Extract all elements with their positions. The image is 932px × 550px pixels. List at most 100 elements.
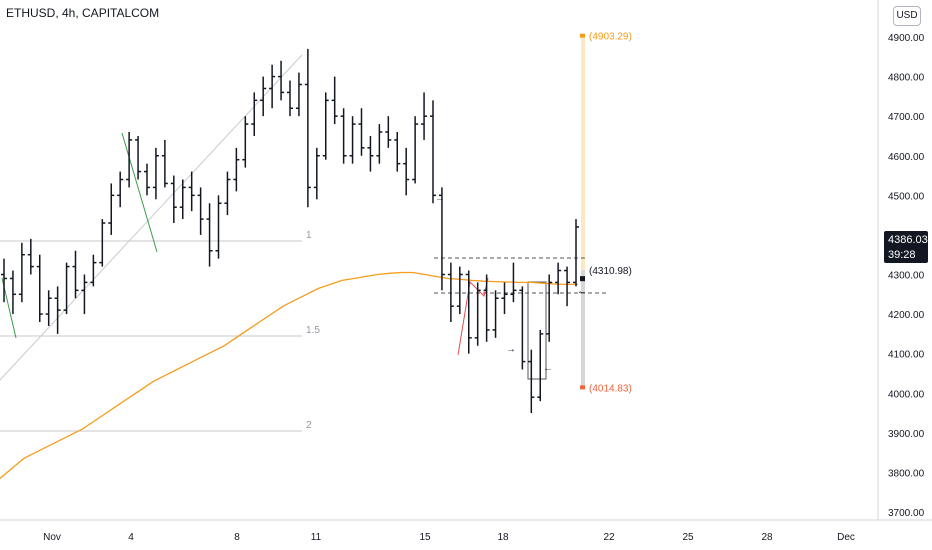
time-tick-label: 15 <box>419 532 431 543</box>
ohlc-bar <box>295 72 302 117</box>
ohlc-bar <box>197 187 204 235</box>
ohlc-bar <box>54 286 61 334</box>
level-label-entry: (4310.98) <box>589 266 632 277</box>
price-tick-label: 4200.00 <box>888 310 925 321</box>
ohlc-bar <box>313 147 320 200</box>
ohlc-bar <box>117 171 124 208</box>
ohlc-bar <box>447 262 454 322</box>
price-tick-label: 4700.00 <box>888 112 925 123</box>
target-down-marker <box>580 385 585 390</box>
signal-arrow-icon: → <box>435 193 445 204</box>
ohlc-bar <box>430 100 436 204</box>
ohlc-bar <box>126 132 133 188</box>
fib-level-label: 1 <box>306 230 312 241</box>
ohlc-bar <box>474 282 481 346</box>
ohlc-bar <box>322 92 329 160</box>
ohlc-bar <box>251 92 258 136</box>
ohlc-bar <box>278 60 285 101</box>
ohlc-bar <box>135 135 142 180</box>
fib-level-label: 2 <box>306 420 312 431</box>
ohlc-bar <box>18 242 25 303</box>
ohlc-bar <box>161 139 168 188</box>
price-tick-label: 4600.00 <box>888 152 925 163</box>
ohlc-bar <box>36 254 43 322</box>
ohlc-bar <box>456 266 463 315</box>
time-tick-label: 11 <box>311 532 322 543</box>
ohlc-bar <box>564 266 571 307</box>
ohlc-bar <box>260 76 267 117</box>
last-price-label: 4386.03 <box>888 234 928 246</box>
pattern-line <box>457 277 489 356</box>
ohlc-bar <box>224 171 231 216</box>
price-tick-label: 4900.00 <box>888 33 925 44</box>
price-tick-label: 4300.00 <box>888 271 925 282</box>
ohlc-bar <box>331 76 338 125</box>
ohlc-bar <box>358 108 365 156</box>
ohlc-bar <box>72 250 79 299</box>
ohlc-bar <box>349 116 356 164</box>
bar-countdown-label: 39:28 <box>888 249 916 261</box>
target-up-zone <box>581 35 585 271</box>
ohlc-bar <box>99 219 106 267</box>
ohlc-bar <box>367 135 374 172</box>
currency-button[interactable]: USD <box>893 6 921 26</box>
ohlc-bar <box>546 274 553 342</box>
ohlc-bar <box>45 290 52 326</box>
symbol-title: ETHUSD, 4h, CAPITALCOM <box>6 6 160 20</box>
ohlc-bar <box>519 286 526 370</box>
ohlc-bar <box>63 262 70 315</box>
ohlc-bar <box>510 262 517 303</box>
time-tick-label: 4 <box>128 532 134 543</box>
signal-arrow-icon: → <box>506 344 516 355</box>
ohlc-bar <box>376 124 383 164</box>
ohlc-bar <box>537 329 544 402</box>
ohlc-bar <box>90 254 97 287</box>
ohlc-bar <box>385 116 392 148</box>
ohlc-bar <box>394 132 401 172</box>
ohlc-bar <box>287 80 293 117</box>
time-tick-label: 22 <box>603 532 615 543</box>
ohlc-bar <box>528 349 535 414</box>
range-box <box>527 281 547 380</box>
ohlc-bar <box>403 147 410 196</box>
ohlc-bar <box>573 219 579 287</box>
ohlc-bar <box>465 270 472 354</box>
last-price-badge: 4386.03 39:28 <box>884 231 928 263</box>
price-tick-label: 3700.00 <box>888 508 925 519</box>
ohlc-bar <box>206 203 213 267</box>
price-tick-label: 3900.00 <box>888 429 925 440</box>
time-tick-label: Dec <box>837 532 855 543</box>
ohlc-bar <box>304 48 311 208</box>
price-tick-label: 4100.00 <box>888 350 925 361</box>
target-up-marker <box>580 33 585 38</box>
time-tick-label: 18 <box>497 532 509 543</box>
price-tick-label: 4800.00 <box>888 73 925 84</box>
ohlc-bar <box>412 116 419 184</box>
price-tick-label: 3800.00 <box>888 468 925 479</box>
fib-trend-line <box>0 54 303 381</box>
trend-segment <box>121 132 158 253</box>
time-tick-label: 8 <box>234 532 240 543</box>
time-tick-label: 28 <box>761 532 773 543</box>
target-down-zone <box>581 270 585 388</box>
ohlc-bar <box>421 92 428 140</box>
ema-line <box>0 271 578 479</box>
fib-level-label: 1.5 <box>306 325 320 336</box>
ohlc-bar <box>242 116 249 168</box>
signal-arrow-icon: ← <box>543 363 553 374</box>
signal-arrow-icon: ← <box>577 286 587 297</box>
ohlc-bar <box>27 238 34 275</box>
ohlc-bar <box>144 163 150 196</box>
ohlc-bar <box>108 183 115 235</box>
ohlc-bar <box>215 195 222 259</box>
ohlc-bar <box>340 108 347 164</box>
entry-marker <box>580 276 585 282</box>
time-tick-label: Nov <box>43 532 61 543</box>
ohlc-bar <box>188 171 195 212</box>
price-tick-label: 4500.00 <box>888 191 925 202</box>
price-tick-label: 4000.00 <box>888 389 925 400</box>
level-label-target-down: (4014.83) <box>589 383 632 394</box>
ohlc-bar <box>81 274 88 315</box>
